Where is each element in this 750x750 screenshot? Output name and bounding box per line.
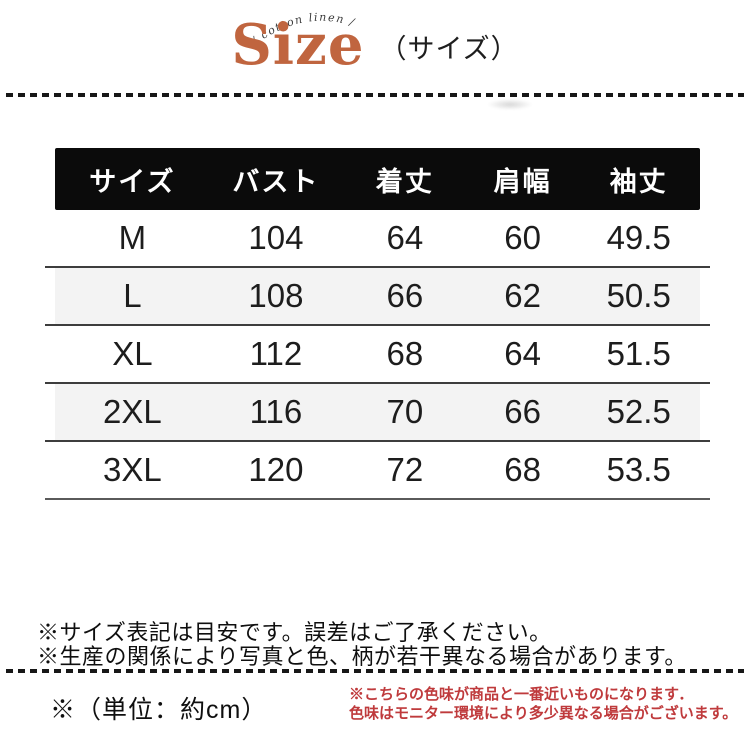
size-label-cell: M [118,219,147,256]
sleeve-cell: 51.5 [606,335,671,372]
sleeve-cell: 50.5 [606,277,671,314]
header-cell-size: サイズ [89,166,176,197]
shoulder-cell: 64 [504,335,541,372]
sleeve-cell: 53.5 [606,451,671,488]
header-cell-bust: バスト [232,166,320,197]
bust-cell: 104 [248,219,304,256]
size-label-cell: XL [112,335,153,372]
header-cell-shoulder: 肩幅 [493,166,552,197]
sleeve-cell: 52.5 [606,393,671,430]
length-cell: 70 [386,393,424,430]
color-note-line-1: ※こちらの色味が商品と一番近いものになります． [349,686,694,703]
shoulder-cell: 60 [504,219,541,256]
size-label-cell: 3XL [103,451,162,488]
disclaimer-line-2: ※生産の関係により写真と色、柄が若干異なる場合があります。 [37,644,687,669]
header-cell-length: 着丈 [375,166,434,197]
length-cell: 64 [386,219,424,256]
disclaimer-notes: ※サイズ表記は目安です。誤差はご了承ください。 ※生産の関係により写真と色、柄が… [37,621,687,669]
table-header-row: サイズ バスト 着丈 肩幅 袖丈 [55,148,700,210]
size-label-cell: L [123,277,142,314]
print-artifact [487,99,533,110]
disclaimer-line-1: ※サイズ表記は目安です。誤差はご了承ください。 [37,620,552,645]
dashed-divider-top [6,93,744,97]
length-cell: 72 [386,451,424,488]
length-cell: 68 [386,335,424,372]
table-row: M 104 64 60 49.5 [45,210,710,268]
table-row: XL 112 68 64 51.5 [45,326,710,384]
shoulder-cell: 62 [504,277,541,314]
length-cell: 66 [386,277,424,314]
bust-cell: 120 [248,451,304,488]
header-cell-sleeve: 袖丈 [609,166,668,197]
dashed-divider-bottom [6,669,744,673]
bust-cell: 112 [249,335,303,372]
color-note-line-2: 色味はモニター環境により多少異なる場合がございます。 [349,705,738,722]
sleeve-cell: 49.5 [606,219,671,256]
shoulder-cell: 68 [504,451,541,488]
bust-cell: 116 [249,393,303,430]
bust-cell: 108 [248,277,304,314]
unit-note: ※（単位：約cm） [50,696,268,724]
color-accuracy-note: ※こちらの色味が商品と一番近いものになります． 色味はモニター環境により多少異な… [349,685,737,723]
page-subtitle: （サイズ） [379,34,519,64]
page-title: Size [231,12,365,78]
title-row: Size （サイズ） [0,17,750,73]
table-row: 2XL 116 70 66 52.5 [45,384,710,442]
size-chart-table: サイズ バスト 着丈 肩幅 袖丈 M 104 64 60 49.5 L 108 … [45,148,710,500]
table-row: 3XL 120 72 68 53.5 [45,442,710,500]
table-row: L 108 66 62 50.5 [45,268,710,326]
shoulder-cell: 66 [504,393,541,430]
cotton-linen-arc-text: / cotton linen / [249,11,356,48]
size-label-cell: 2XL [103,393,162,430]
